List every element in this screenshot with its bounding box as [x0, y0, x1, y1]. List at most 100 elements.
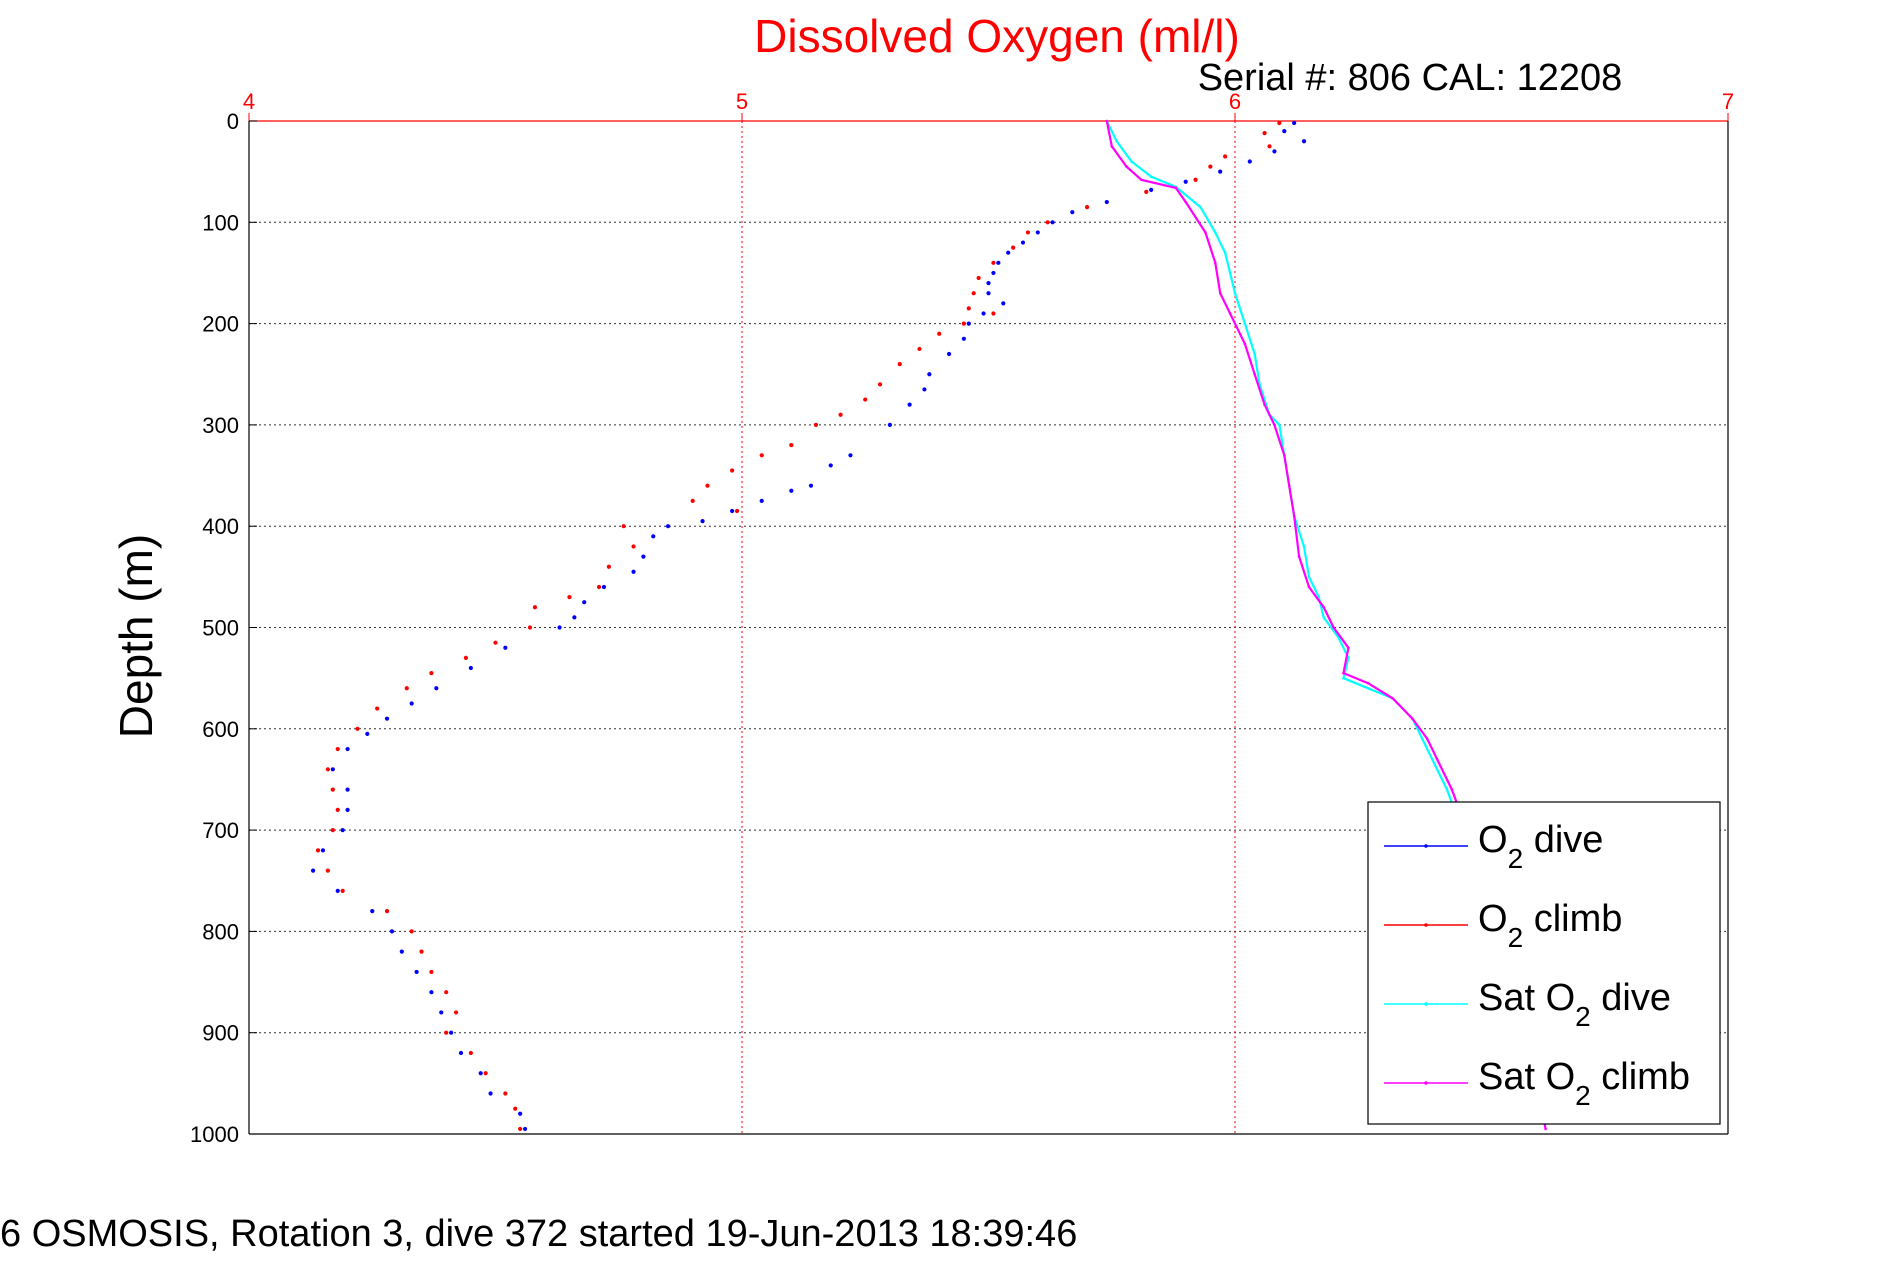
data-point [320, 848, 326, 853]
data-point [513, 1106, 518, 1111]
data-point [439, 1010, 444, 1015]
data-point [1391, 697, 1395, 700]
legend-entry-sat_climb: Sat O2 climb [1384, 1056, 1690, 1111]
data-point [1208, 164, 1213, 169]
legend-entry-o2_dive: O2 dive [1384, 819, 1603, 874]
legend-entry-o2_climb: O2 climb [1384, 898, 1622, 953]
legend-label: O2 climb [1478, 898, 1622, 953]
data-point [468, 665, 473, 671]
data-point [1253, 372, 1257, 376]
data-point [340, 828, 345, 833]
data-point [1307, 585, 1311, 589]
data-point [651, 534, 656, 539]
data-point [478, 1071, 483, 1076]
data-point [1149, 175, 1153, 179]
data-point [1322, 605, 1326, 609]
data-point [1425, 737, 1429, 741]
data-point [340, 888, 345, 893]
data-point [961, 321, 966, 326]
data-point [370, 909, 375, 914]
legend-marker [1424, 1002, 1428, 1006]
data-point [449, 1030, 454, 1035]
data-point [453, 1010, 459, 1015]
data-point [1247, 159, 1252, 164]
data-point [700, 519, 705, 524]
data-point [503, 645, 508, 650]
data-point [572, 615, 577, 620]
data-point [419, 949, 424, 954]
data-point [1085, 205, 1090, 210]
data-point [335, 888, 340, 893]
data-point [1020, 240, 1026, 245]
data-point [434, 686, 439, 691]
legend-label: Sat O2 dive [1478, 977, 1671, 1032]
data-point [808, 483, 814, 488]
data-point [557, 625, 562, 630]
data-point [1347, 656, 1350, 660]
data-point [493, 640, 498, 645]
y-tick-label: 800 [202, 919, 239, 944]
y-tick-label: 900 [202, 1021, 239, 1046]
data-point [863, 397, 868, 402]
legend: O2 dive O2 climb Sat O2 dive Sat O2 climb [1367, 801, 1721, 1125]
data-point [1332, 626, 1335, 629]
data-point [759, 453, 764, 458]
data-point [1193, 177, 1198, 182]
series-o2_dive [310, 120, 1307, 1132]
data-point [488, 1091, 493, 1096]
legend-entry-sat_dive: Sat O2 dive [1384, 977, 1671, 1032]
data-point [1130, 160, 1133, 163]
x-tick-label: 4 [243, 89, 255, 114]
data-point [409, 929, 414, 934]
data-point [1445, 788, 1449, 791]
data-point [1287, 484, 1291, 487]
x-tick-label: 6 [1229, 89, 1241, 114]
data-point [1125, 165, 1128, 168]
data-point [1045, 220, 1050, 225]
data-point [1366, 681, 1370, 685]
data-point [389, 929, 395, 934]
data-point [1213, 231, 1217, 234]
data-point [887, 422, 893, 427]
data-point [1278, 423, 1281, 427]
data-point [789, 443, 794, 448]
data-point [1184, 200, 1187, 204]
data-point [345, 787, 350, 792]
data-point [1149, 187, 1154, 192]
data-point [981, 311, 986, 316]
data-point [1277, 120, 1282, 126]
series-o2_climb [315, 120, 1282, 1132]
data-point [365, 731, 370, 736]
data-point [1144, 189, 1149, 195]
data-point [1115, 139, 1118, 143]
data-point [444, 1030, 449, 1035]
data-point [922, 387, 927, 392]
data-point [315, 848, 321, 853]
data-point [1233, 291, 1237, 295]
data-point [1292, 120, 1297, 126]
data-point [897, 362, 902, 367]
data-point [1421, 737, 1424, 741]
data-point [1302, 545, 1306, 548]
data-point [730, 468, 735, 473]
data-point [345, 746, 350, 752]
data-point [1104, 199, 1109, 205]
data-point [927, 372, 932, 377]
data-point [1301, 139, 1307, 144]
data-point [1435, 757, 1439, 761]
plot-area: 4 5 6 7 0 100 200 300 400 500 600 700 800 900 1000 O2 d… [190, 89, 1734, 1147]
y-tick-label: 600 [202, 717, 239, 742]
data-point [375, 706, 380, 711]
y-tick-label: 1000 [190, 1122, 239, 1147]
data-point [409, 701, 414, 706]
data-point [986, 291, 991, 296]
data-point [848, 453, 853, 458]
data-point [1035, 230, 1040, 235]
data-point [1263, 403, 1266, 406]
data-point [991, 260, 996, 265]
data-point [991, 311, 996, 316]
data-point [1140, 178, 1143, 182]
data-point [330, 828, 335, 833]
data-point [414, 969, 419, 975]
